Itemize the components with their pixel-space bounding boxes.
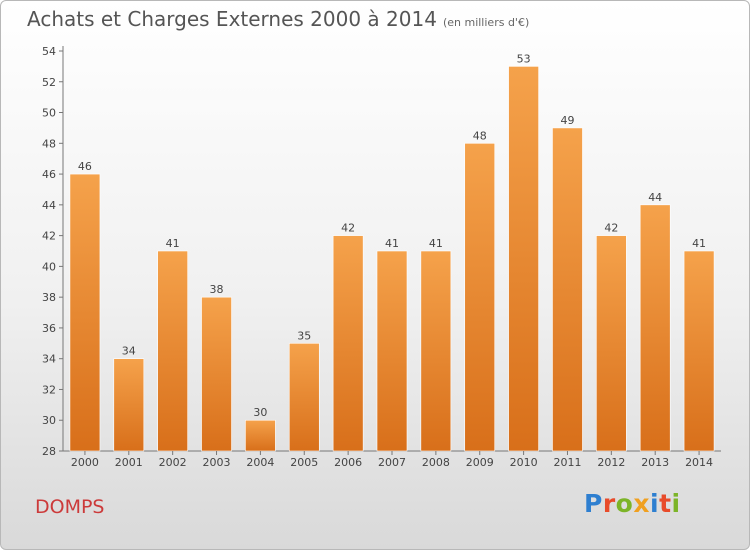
bar bbox=[157, 250, 188, 452]
bar-value-label: 44 bbox=[648, 191, 662, 204]
logo-letter: i bbox=[650, 489, 660, 518]
y-tick-label: 44 bbox=[42, 199, 56, 212]
x-tick-label: 2009 bbox=[466, 456, 494, 469]
x-tick-label: 2004 bbox=[246, 456, 274, 469]
y-tick-label: 30 bbox=[42, 414, 56, 427]
bar bbox=[552, 127, 583, 452]
bar-value-label: 46 bbox=[78, 160, 92, 173]
bar bbox=[113, 358, 145, 452]
y-tick-label: 32 bbox=[42, 383, 56, 396]
x-tick-label: 2001 bbox=[115, 456, 143, 469]
bar bbox=[596, 235, 627, 452]
y-tick-label: 52 bbox=[42, 76, 56, 89]
bar bbox=[508, 66, 539, 452]
x-tick-label: 2011 bbox=[553, 456, 581, 469]
bar bbox=[376, 250, 408, 452]
bar-value-label: 41 bbox=[429, 237, 443, 250]
commune-name: DOMPS bbox=[35, 496, 105, 518]
y-tick-label: 34 bbox=[42, 353, 56, 366]
logo-letter: o bbox=[615, 489, 634, 518]
x-tick-label: 2006 bbox=[334, 456, 362, 469]
y-tick-label: 36 bbox=[42, 322, 56, 335]
chart-title: Achats et Charges Externes 2000 à 2014 (e… bbox=[27, 7, 529, 31]
y-tick-label: 40 bbox=[42, 260, 56, 273]
bar bbox=[69, 173, 101, 452]
bar bbox=[420, 250, 452, 452]
bar bbox=[245, 419, 276, 452]
x-tick-label: 2002 bbox=[159, 456, 187, 469]
bar bbox=[639, 204, 671, 452]
bar-value-label: 34 bbox=[122, 345, 136, 358]
logo-letter: t bbox=[659, 489, 672, 518]
bar bbox=[683, 250, 715, 452]
x-tick-label: 2000 bbox=[71, 456, 99, 469]
bar-value-label: 48 bbox=[473, 129, 487, 142]
chart-subtitle: (en milliers d'€) bbox=[442, 16, 530, 29]
bar-value-label: 42 bbox=[341, 222, 355, 235]
bar-value-label: 53 bbox=[517, 52, 531, 65]
logo-letter: r bbox=[602, 489, 616, 518]
x-tick-label: 2003 bbox=[203, 456, 231, 469]
bar bbox=[288, 343, 320, 452]
proxiti-logo: Proxiti bbox=[584, 489, 681, 518]
y-tick-label: 46 bbox=[42, 168, 56, 181]
y-tick-label: 50 bbox=[42, 107, 56, 120]
x-tick-label: 2005 bbox=[290, 456, 318, 469]
bar-value-label: 49 bbox=[560, 114, 574, 127]
bar-value-label: 35 bbox=[297, 329, 311, 342]
x-tick-label: 2014 bbox=[685, 456, 713, 469]
bar-value-label: 41 bbox=[385, 237, 399, 250]
bar bbox=[332, 235, 364, 452]
y-tick-label: 48 bbox=[42, 137, 56, 150]
x-tick-label: 2013 bbox=[641, 456, 669, 469]
bar-value-label: 41 bbox=[692, 237, 706, 250]
x-tick-label: 2012 bbox=[597, 456, 625, 469]
x-tick-label: 2008 bbox=[422, 456, 450, 469]
logo-letter: x bbox=[633, 489, 650, 518]
y-tick-label: 38 bbox=[42, 291, 56, 304]
bar bbox=[201, 296, 232, 452]
y-tick-label: 54 bbox=[42, 45, 56, 58]
bar-value-label: 38 bbox=[210, 283, 224, 296]
bar bbox=[464, 143, 496, 452]
bar-value-label: 30 bbox=[253, 406, 267, 419]
bar-value-label: 42 bbox=[604, 222, 618, 235]
bar-value-label: 41 bbox=[166, 237, 180, 250]
chart-title-text: Achats et Charges Externes 2000 à 2014 bbox=[27, 7, 437, 31]
logo-letter: i bbox=[671, 489, 681, 518]
x-tick-label: 2007 bbox=[378, 456, 406, 469]
logo-letter: P bbox=[584, 489, 603, 518]
y-tick-label: 28 bbox=[42, 445, 56, 458]
x-tick-label: 2010 bbox=[510, 456, 538, 469]
y-tick-label: 42 bbox=[42, 230, 56, 243]
